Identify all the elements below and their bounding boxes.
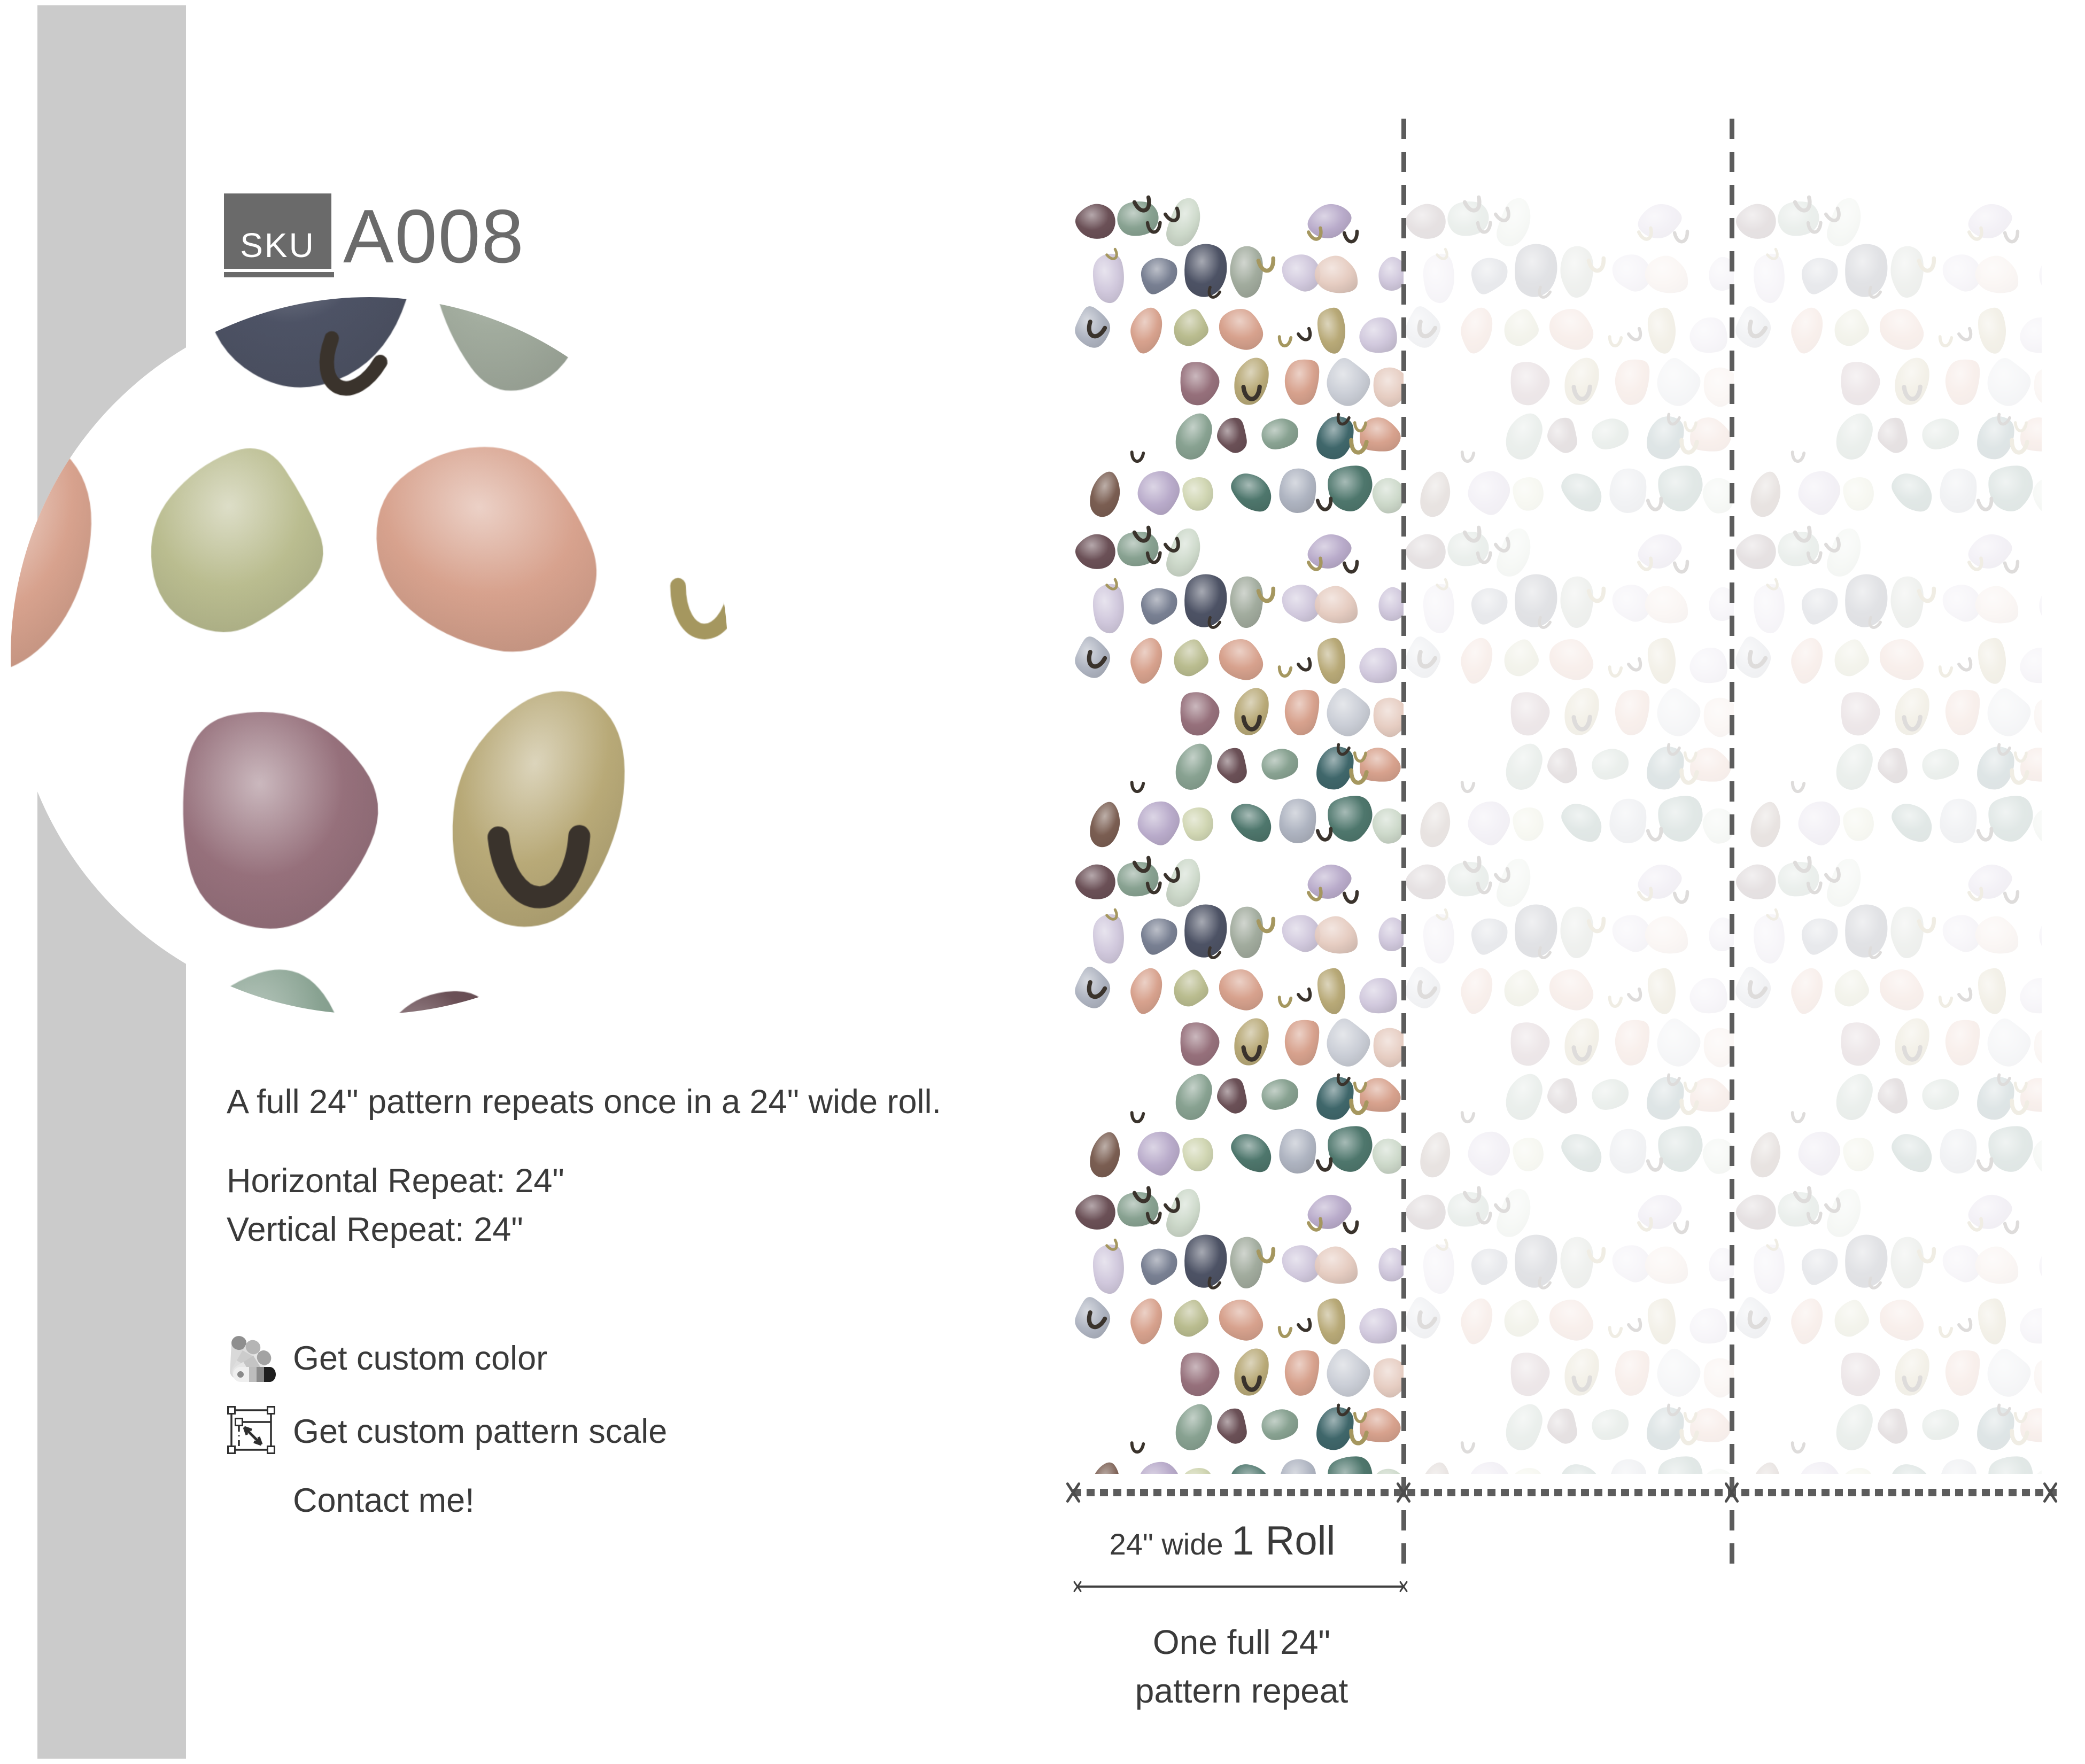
vertical-repeat-spec: Vertical Repeat: 24" — [227, 1211, 523, 1248]
roll-count: 1 Roll — [1231, 1518, 1336, 1564]
roll-width-label: 24" wide 1 Roll — [1057, 1518, 1388, 1564]
color-fan-icon — [230, 1336, 276, 1382]
roll-bottom-dotted-line — [1073, 1489, 2061, 1496]
horizontal-repeat-spec: Horizontal Repeat: 24" — [227, 1162, 564, 1200]
cut-mark — [1720, 1481, 1743, 1504]
sku-badge: SKU — [224, 193, 331, 269]
sku-value: A008 — [343, 194, 525, 279]
cut-mark — [2039, 1481, 2062, 1504]
repeat-caption: One full 24" pattern repeat — [1073, 1618, 1410, 1715]
pattern-scale-icon — [227, 1406, 275, 1454]
pattern-swatch-circle — [11, 297, 728, 1014]
wallpaper-roll-preview — [1073, 191, 2042, 1474]
repeat-caption-line1: One full 24" — [1152, 1623, 1331, 1661]
sku-label: SKU — [240, 226, 315, 265]
dimension-end-mark — [1397, 1580, 1410, 1593]
repeat-divider-dashed-line-1 — [1401, 119, 1406, 1573]
cut-mark — [1061, 1481, 1085, 1504]
contact-me-link[interactable]: Contact me! — [293, 1482, 475, 1519]
roll-width-value: 24" wide — [1109, 1527, 1232, 1561]
dimension-end-mark — [1071, 1580, 1084, 1593]
repeat-caption-line2: pattern repeat — [1135, 1671, 1348, 1710]
get-custom-pattern-scale-link[interactable]: Get custom pattern scale — [293, 1413, 668, 1450]
get-custom-color-link[interactable]: Get custom color — [293, 1340, 548, 1377]
repeat-description: A full 24" pattern repeats once in a 24"… — [227, 1083, 942, 1121]
sku-underline — [224, 272, 334, 277]
cut-mark — [1392, 1481, 1415, 1504]
repeat-divider-dashed-line-2 — [1730, 119, 1734, 1573]
roll-width-dimension-line — [1078, 1586, 1404, 1588]
